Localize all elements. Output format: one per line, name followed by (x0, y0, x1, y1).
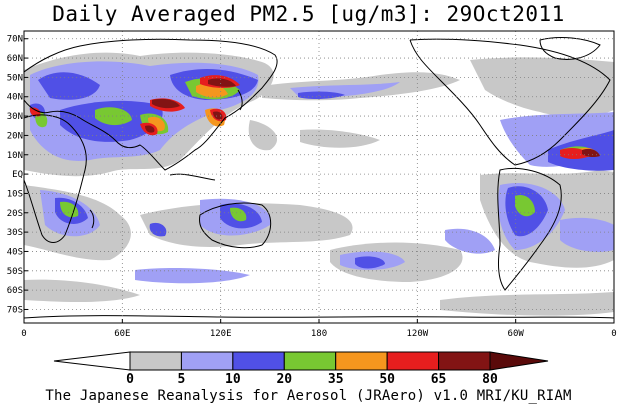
colorbar-box (438, 351, 491, 371)
colorbar-label: 65 (431, 372, 447, 387)
colorbar-box (180, 351, 234, 371)
axis-ticks (23, 38, 615, 323)
coast-north-america (409, 38, 611, 166)
lat-label: 30S (7, 228, 23, 238)
lat-label: 20S (7, 209, 23, 219)
graticule (24, 31, 614, 323)
lon-label: 120E (210, 329, 232, 339)
colorbar: 0 5 10 20 35 50 65 80 (53, 351, 549, 387)
lon-label: 180 (311, 329, 327, 339)
lat-label: 40N (7, 93, 23, 103)
lat-label: 40S (7, 247, 23, 257)
colorbar-boxes (53, 351, 549, 371)
colorbar-arrow-high (489, 351, 549, 371)
lat-label: 70N (7, 35, 23, 45)
lat-label: 50N (7, 73, 23, 83)
coastlines (24, 37, 614, 319)
colorbar-label: 0 (126, 372, 134, 387)
colorbar-label: 80 (482, 372, 498, 387)
footer-credit: The Japanese Reanalysis for Aerosol (JRA… (45, 388, 572, 404)
lat-label: 60N (7, 54, 23, 64)
coast-australia (199, 202, 272, 249)
coast-antarctica (24, 315, 614, 319)
lat-label: 20N (7, 131, 23, 141)
coast-europe-asia (24, 38, 278, 171)
latitude-labels: 70N 60N 50N 40N 30N 20N 10N EQ 10S 20S 30S 40S 50S 60… (7, 35, 23, 316)
lon-label: 120W (406, 329, 428, 339)
colorbar-box (129, 351, 182, 371)
colorbar-box (335, 351, 388, 371)
colorbar-labels: 0 5 10 20 35 50 65 80 (126, 372, 498, 387)
colorbar-box (386, 351, 440, 371)
colorbar-label: 5 (178, 372, 186, 387)
colorbar-box (283, 351, 337, 371)
map-title: Daily Averaged PM2.5 [ug/m3]: 29Oct2011 (52, 2, 565, 26)
lat-label: 10N (7, 151, 23, 161)
pm25-map: 70N 60N 50N 40N 30N 20N 10N EQ 10S 20S 30S 40S 50S 60… (7, 30, 617, 339)
lon-label: 60W (508, 329, 525, 339)
lat-label: 50S (7, 267, 23, 277)
lat-label: EQ (12, 170, 23, 180)
colorbar-box (232, 351, 285, 371)
lon-label: 60E (114, 329, 130, 339)
coast-indonesia (169, 173, 216, 181)
field-level-80 (145, 78, 600, 158)
coast-japan (237, 89, 243, 111)
concentration-field (24, 52, 614, 316)
lat-label: 60S (7, 286, 23, 296)
lon-label: 0 (611, 329, 616, 339)
coast-south-america (497, 167, 562, 291)
longitude-labels: 0 60E 120E 180 120W 60W 0 (21, 329, 616, 339)
coast-africa (24, 114, 87, 243)
lat-label: 10S (7, 189, 23, 199)
colorbar-label: 10 (225, 372, 241, 387)
colorbar-label: 35 (328, 372, 344, 387)
lat-label: 30N (7, 112, 23, 122)
lat-label: 70S (7, 305, 23, 315)
colorbar-arrow-low (53, 351, 131, 371)
colorbar-label: 20 (276, 372, 292, 387)
coast-greenland (539, 37, 601, 60)
colorbar-label: 50 (379, 372, 395, 387)
lon-label: 0 (21, 329, 26, 339)
coast-madagascar (89, 209, 95, 229)
